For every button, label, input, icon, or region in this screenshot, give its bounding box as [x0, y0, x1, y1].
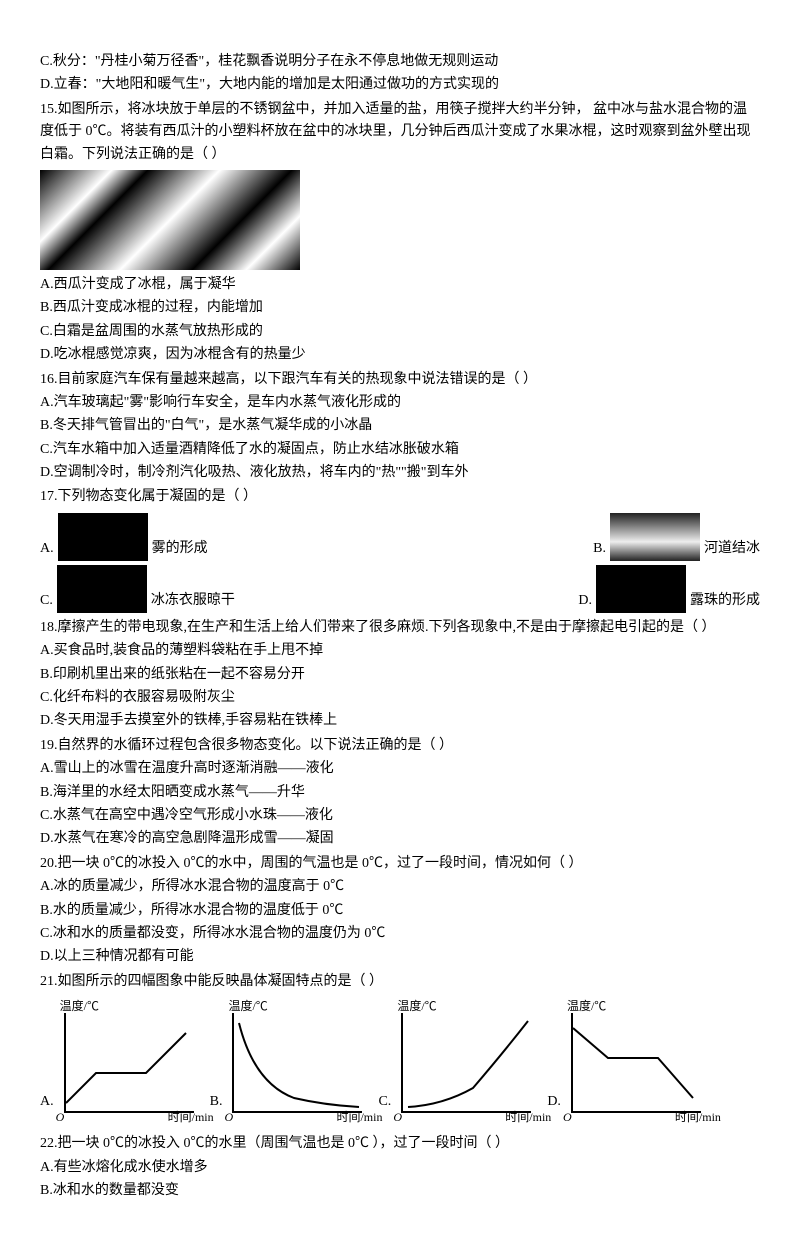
q17-row1: A. 雾的形成 B. 河道结冰 — [40, 513, 760, 561]
q20-option-c: C.冰和水的质量都没变，所得冰水混合物的温度仍为 0℃ — [40, 923, 760, 945]
q17-b-label: B. — [593, 538, 606, 560]
q17-c-label: C. — [40, 590, 53, 612]
q15-option-c: C.白霜是盆周围的水蒸气放热形成的 — [40, 321, 760, 343]
dew-image — [596, 565, 686, 613]
graph-a-origin: O — [56, 1108, 65, 1127]
q15-option-d: D.吃冰棍感觉凉爽，因为冰棍含有的热量少 — [40, 344, 760, 366]
q19-stem: 19.自然界的水循环过程包含很多物态变化。以下说法正确的是（ ） — [40, 735, 760, 757]
q17-c-text: 冰冻衣服晾干 — [151, 590, 235, 612]
q18-option-c: C.化纤布料的衣服容易吸附灰尘 — [40, 687, 760, 709]
q17-a-text: 雾的形成 — [152, 538, 208, 560]
q17-stem: 17.下列物态变化属于凝固的是（ ） — [40, 486, 760, 508]
q19-option-a: A.雪山上的冰雪在温度升高时逐渐消融——液化 — [40, 758, 760, 780]
q14-option-c: C.秋分："丹桂小菊万径香"，桂花飘香说明分子在永不停息地做无规则运动 — [40, 51, 760, 73]
q14-option-d: D.立春："大地阳和暖气生"，大地内能的增加是太阳通过做功的方式实现的 — [40, 74, 760, 96]
q16-option-c: C.汽车水箱中加入适量酒精降低了水的凝固点，防止水结冰胀破水箱 — [40, 439, 760, 461]
q16-option-a: A.汽车玻璃起"雾"影响行车安全，是车内水蒸气液化形成的 — [40, 392, 760, 414]
q20-option-b: B.水的质量减少，所得冰水混合物的温度低于 0℃ — [40, 900, 760, 922]
q15-option-b: B.西瓜汁变成冰棍的过程，内能增加 — [40, 297, 760, 319]
graph-c: 温度/℃ O 时间/min — [401, 1013, 531, 1113]
q18-stem: 18.摩擦产生的带电现象,在生产和生活上给人们带来了很多麻烦.下列各现象中,不是… — [40, 617, 760, 639]
q18-option-d: D.冬天用湿手去摸室外的铁棒,手容易粘在铁棒上 — [40, 710, 760, 732]
q21-option-a: A. 温度/℃ O 时间/min — [40, 1013, 200, 1113]
q17-option-d: D. 露珠的形成 — [578, 565, 760, 613]
q17-option-b: B. 河道结冰 — [593, 513, 760, 561]
q19-option-d: D.水蒸气在寒冷的高空急剧降温形成雪——凝固 — [40, 828, 760, 850]
ice-salt-cartoon-image — [40, 170, 300, 270]
q17-a-label: A. — [40, 538, 54, 560]
q20-option-d: D.以上三种情况都有可能 — [40, 946, 760, 968]
q21-option-d: D. 温度/℃ O 时间/min — [547, 1013, 707, 1113]
q17-row2: C. 冰冻衣服晾干 D. 露珠的形成 — [40, 565, 760, 613]
q17-b-text: 河道结冰 — [704, 538, 760, 560]
graph-b: 温度/℃ O 时间/min — [232, 1013, 362, 1113]
graph-a: 温度/℃ O 时间/min — [64, 1013, 194, 1113]
graph-d-origin: O — [563, 1108, 572, 1127]
q17-option-a: A. 雾的形成 — [40, 513, 208, 561]
q21-stem: 21.如图所示的四幅图象中能反映晶体凝固特点的是（ ） — [40, 971, 760, 993]
q19-option-b: B.海洋里的水经太阳晒变成水蒸气——升华 — [40, 782, 760, 804]
q21-option-b: B. 温度/℃ O 时间/min — [210, 1013, 369, 1113]
q21-graphs: A. 温度/℃ O 时间/min B. 温度/℃ O 时间/min C. 温度/… — [40, 1013, 760, 1113]
q18-option-a: A.买食品时,装食品的薄塑料袋粘在手上甩不掉 — [40, 640, 760, 662]
q15-option-a: A.西瓜汁变成了冰棍，属于凝华 — [40, 274, 760, 296]
q21-option-c: C. 温度/℃ O 时间/min — [378, 1013, 537, 1113]
graph-c-origin: O — [393, 1108, 402, 1127]
q20-option-a: A.冰的质量减少，所得冰水混合物的温度高于 0℃ — [40, 876, 760, 898]
q22-option-a: A.有些冰熔化成水使水增多 — [40, 1157, 760, 1179]
q16-option-b: B.冬天排气管冒出的"白气"，是水蒸气凝华成的小冰晶 — [40, 415, 760, 437]
q22-stem: 22.把一块 0℃的冰投入 0℃的水里（周围气温也是 0℃ ），过了一段时间（ … — [40, 1133, 760, 1155]
q16-stem: 16.目前家庭汽车保有量越来越高，以下跟汽车有关的热现象中说法错误的是（ ） — [40, 369, 760, 391]
q20-stem: 20.把一块 0℃的冰投入 0℃的水中，周围的气温也是 0℃，过了一段时间，情况… — [40, 853, 760, 875]
q17-d-label: D. — [578, 590, 592, 612]
graph-b-origin: O — [224, 1108, 233, 1127]
q19-option-c: C.水蒸气在高空中遇冷空气形成小水珠——液化 — [40, 805, 760, 827]
q18-option-b: B.印刷机里出来的纸张粘在一起不容易分开 — [40, 664, 760, 686]
q16-option-d: D.空调制冷时，制冷剂汽化吸热、液化放热，将车内的"热""搬"到车外 — [40, 462, 760, 484]
fog-image — [58, 513, 148, 561]
q17-d-text: 露珠的形成 — [690, 590, 760, 612]
q15-stem: 15.如图所示，将冰块放于单层的不锈钢盆中，并加入适量的盐，用筷子搅拌大约半分钟… — [40, 99, 760, 166]
q22-option-b: B.冰和水的数量都没变 — [40, 1180, 760, 1202]
frozen-clothes-image — [57, 565, 147, 613]
river-ice-image — [610, 513, 700, 561]
q15-figure — [40, 170, 760, 270]
q21-a-label: A. — [40, 1091, 54, 1113]
graph-d: 温度/℃ O 时间/min — [571, 1013, 701, 1113]
q17-option-c: C. 冰冻衣服晾干 — [40, 565, 235, 613]
